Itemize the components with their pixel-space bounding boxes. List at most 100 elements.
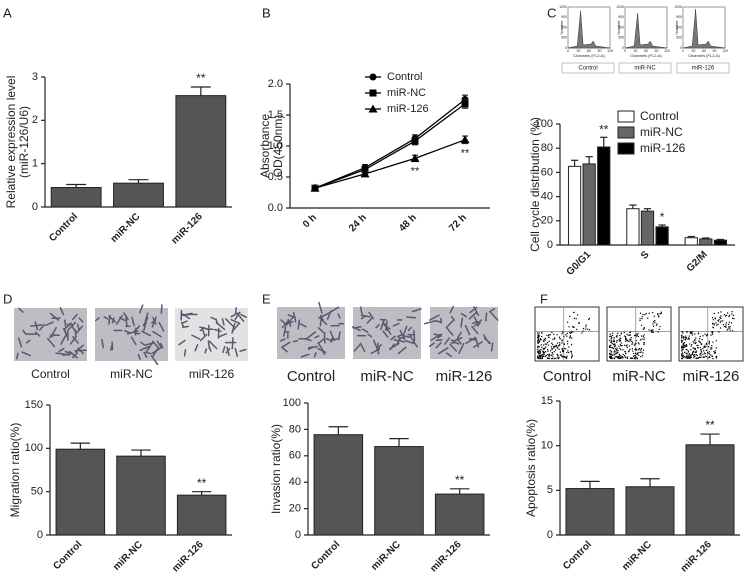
- thumb-y-tick: 900: [676, 15, 682, 19]
- dot: [729, 327, 731, 329]
- dot: [537, 357, 539, 360]
- dot: [682, 356, 684, 358]
- dot: [618, 353, 620, 355]
- dot: [619, 357, 621, 359]
- cell: [430, 333, 441, 342]
- dot: [713, 324, 715, 326]
- dot: [684, 346, 686, 348]
- cell: [210, 316, 217, 321]
- dot: [682, 347, 684, 349]
- dot: [699, 347, 701, 349]
- marker: [360, 169, 370, 178]
- dot: [566, 355, 568, 357]
- dot: [585, 326, 587, 328]
- histogram-frame: [682, 6, 726, 49]
- dot: [624, 351, 627, 353]
- dot: [538, 332, 540, 334]
- dot: [540, 356, 542, 358]
- dot: [705, 343, 707, 346]
- dot: [566, 340, 569, 343]
- dot: [704, 355, 706, 357]
- dot: [682, 348, 684, 351]
- dot: [705, 355, 707, 358]
- y-axis-label: OD(450nm): [271, 115, 285, 178]
- thumb-x-tick: 120: [607, 49, 613, 53]
- dot: [700, 343, 702, 345]
- dot: [541, 332, 543, 334]
- y-axis-label: Apoptosis ratio(%): [524, 419, 538, 517]
- cell: [483, 337, 492, 344]
- cell: [474, 336, 480, 348]
- dot: [587, 328, 589, 330]
- thumb-caption-box: [618, 62, 672, 74]
- dot: [639, 312, 642, 314]
- dot: [642, 335, 644, 337]
- cell: [368, 311, 375, 320]
- cell: [433, 333, 442, 337]
- dot: [732, 330, 734, 332]
- dot: [622, 353, 624, 356]
- cell: [221, 318, 225, 326]
- legend-label: miR-NC: [640, 125, 683, 139]
- dot: [548, 340, 550, 343]
- dot: [636, 353, 638, 356]
- thumb-y-label: Number: [559, 20, 564, 35]
- x-tick-label: 24 h: [347, 212, 369, 234]
- dot: [685, 345, 688, 347]
- dot: [642, 352, 644, 354]
- dot: [689, 343, 691, 345]
- thumb-x-tick: 30: [577, 49, 581, 53]
- x-tick-label: miR-126: [428, 539, 464, 574]
- dot: [704, 346, 706, 349]
- cell: [437, 347, 449, 355]
- thumb-y-tick: 900: [561, 15, 567, 19]
- dot: [558, 336, 561, 338]
- dot: [616, 355, 618, 358]
- bar: [565, 488, 615, 536]
- dot: [635, 340, 637, 342]
- dot: [689, 331, 691, 333]
- cell: [74, 349, 87, 352]
- cell: [380, 319, 385, 331]
- cell: [158, 321, 165, 332]
- dot: [618, 357, 620, 360]
- dot: [569, 337, 571, 339]
- y-axis-label: (miR-126/U6): [17, 106, 31, 178]
- dot: [712, 357, 714, 360]
- dot: [691, 353, 693, 356]
- cell: [485, 312, 488, 322]
- dot: [559, 338, 561, 340]
- y-axis-label: Relative expression level: [4, 76, 18, 209]
- dot: [686, 331, 688, 333]
- cell: [143, 321, 147, 332]
- y-tick-label: 1: [32, 158, 38, 170]
- dot: [703, 346, 705, 348]
- dot: [708, 340, 710, 342]
- dot: [633, 352, 635, 355]
- dot: [626, 333, 628, 335]
- dot: [684, 351, 686, 353]
- dot: [683, 336, 685, 338]
- dot: [634, 355, 636, 357]
- dot: [714, 350, 716, 352]
- dot: [549, 354, 551, 356]
- dot: [702, 353, 704, 355]
- dot: [702, 335, 704, 337]
- dot: [681, 335, 683, 337]
- cell: [402, 325, 408, 337]
- dot: [633, 357, 636, 359]
- dot: [541, 335, 543, 338]
- y-tick-label: 100: [25, 442, 43, 454]
- dot: [685, 343, 688, 346]
- dot: [703, 350, 705, 352]
- dot: [619, 356, 621, 358]
- dot: [563, 343, 565, 345]
- thumb-x-tick: 90: [713, 49, 717, 53]
- dot: [655, 324, 658, 326]
- bar: [374, 446, 424, 536]
- dot: [635, 348, 637, 350]
- dot: [681, 357, 683, 359]
- dot: [588, 317, 591, 320]
- dot: [624, 356, 626, 358]
- dot: [700, 342, 702, 344]
